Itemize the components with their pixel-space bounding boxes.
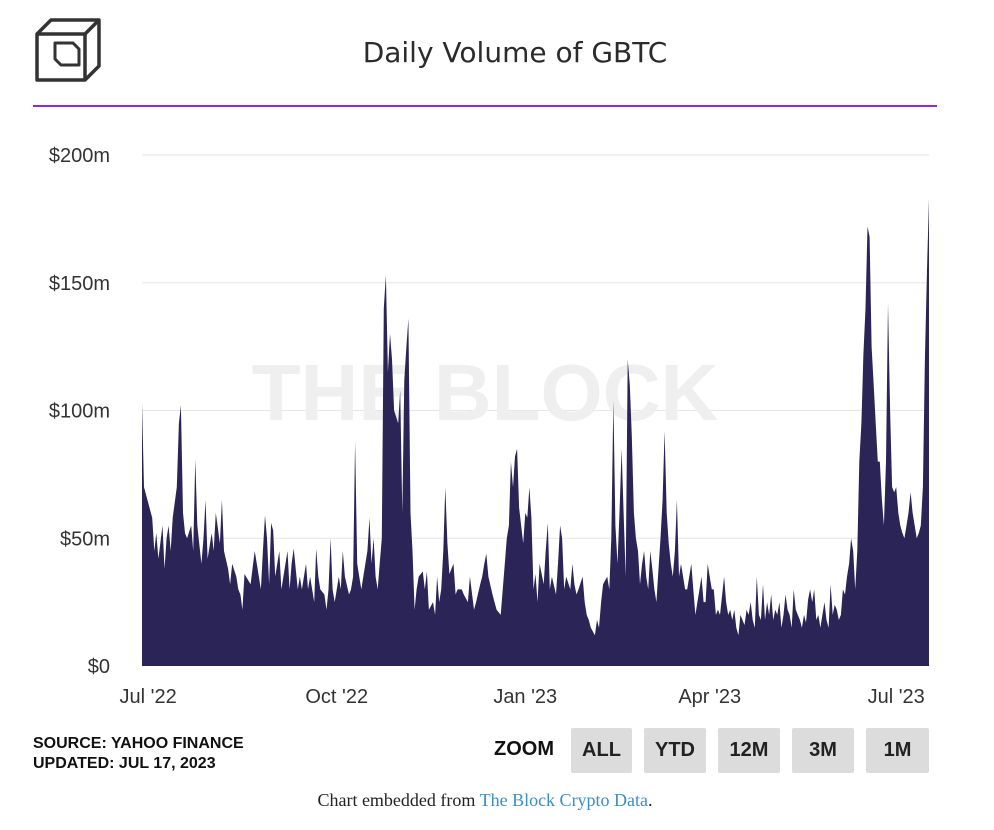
y-tick-label: $50m: [60, 528, 110, 550]
zoom-all-button[interactable]: ALL: [571, 728, 632, 773]
source-line: SOURCE: YAHOO FINANCE: [33, 735, 244, 752]
title-divider: [33, 105, 937, 107]
zoom-label: ZOOM: [494, 738, 554, 760]
embed-note: Chart embedded from The Block Crypto Dat…: [0, 790, 970, 811]
updated-line: UPDATED: JUL 17, 2023: [33, 755, 216, 772]
x-tick-label: Jan '23: [493, 686, 557, 708]
zoom-3m-button[interactable]: 3M: [792, 728, 854, 773]
x-axis-labels: Jul '22 Oct '22 Jan '23 Apr '23 Jul '23: [120, 686, 925, 708]
y-tick-label: $100m: [49, 401, 110, 423]
zoom-1m-button[interactable]: 1M: [866, 728, 929, 773]
the-block-data-link[interactable]: The Block Crypto Data: [479, 790, 649, 810]
x-tick-label: Oct '22: [305, 686, 368, 708]
embed-suffix: .: [648, 790, 653, 810]
x-tick-label: Jul '22: [120, 686, 177, 708]
x-tick-label: Jul '23: [868, 686, 925, 708]
volume-area: [142, 198, 929, 666]
y-tick-label: $200m: [49, 145, 110, 167]
zoom-12m-button[interactable]: 12M: [718, 728, 780, 773]
x-tick-label: Apr '23: [678, 686, 741, 708]
y-axis-labels: $0 $50m $100m $150m $200m: [49, 145, 110, 678]
the-block-cube-icon[interactable]: [33, 17, 103, 83]
watermark: THE BLOCK: [252, 348, 719, 437]
volume-chart: THE BLOCK $0 $50m $100m $150m $200m Jul '22 O…: [49, 145, 929, 708]
y-tick-label: $150m: [49, 273, 110, 295]
source-info: SOURCE: YAHOO FINANCE UPDATED: JUL 17, 2…: [33, 734, 244, 774]
grid-lines: [142, 154, 929, 539]
chart-title: Daily Volume of GBTC: [362, 36, 668, 69]
zoom-ytd-button[interactable]: YTD: [644, 728, 706, 773]
y-tick-label: $0: [88, 656, 110, 678]
embed-prefix: Chart embedded from: [317, 790, 480, 810]
